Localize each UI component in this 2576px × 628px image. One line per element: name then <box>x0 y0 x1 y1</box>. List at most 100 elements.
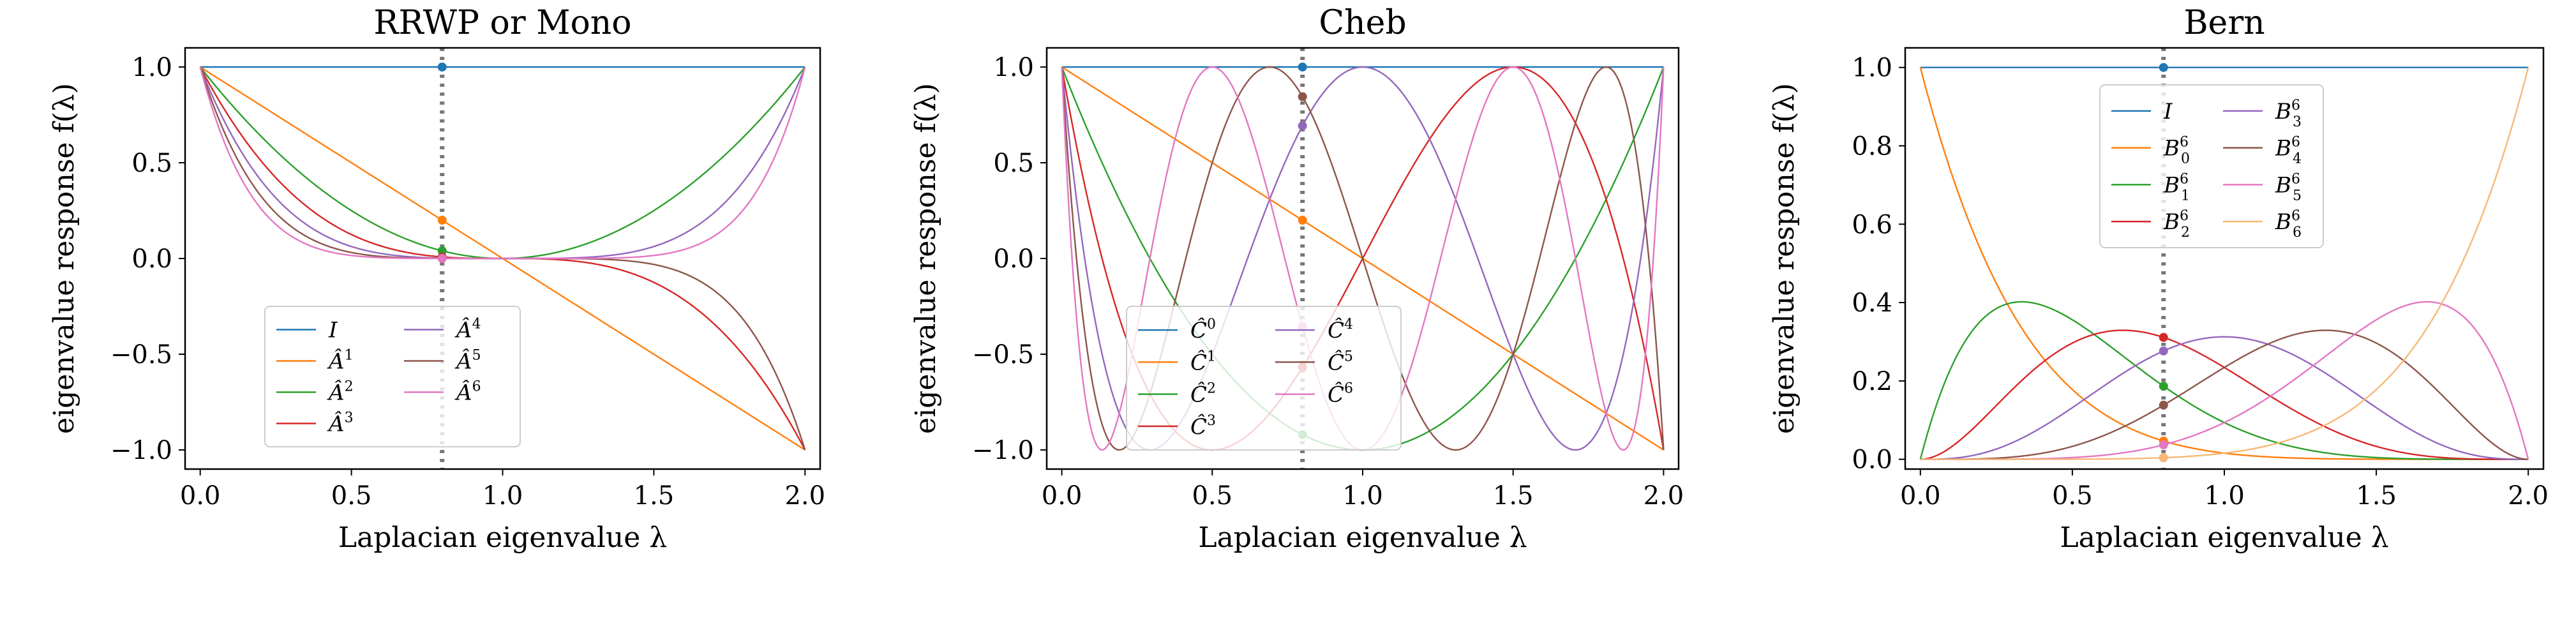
series-line-6 <box>1920 301 2529 460</box>
x-axis-label: Laplacian eigenvalue λ <box>338 521 667 554</box>
panel-3: 0.0 0.5 1.0 1.5 2.0 0.0 0.2 0.4 0.6 0.8 1.0 Bern Lap… <box>1768 4 2549 554</box>
legend-label-6: Â6 <box>454 379 481 406</box>
x-axis-label: Laplacian eigenvalue λ <box>1198 521 1527 554</box>
marker-point-0 <box>2159 63 2168 72</box>
x-tick-label: 0.5 <box>1192 481 1232 511</box>
x-tick-label: 1.0 <box>1342 481 1383 511</box>
y-tick-label: −1.0 <box>972 436 1034 465</box>
x-tick-label: 0.0 <box>1042 481 1082 511</box>
x-tick-label: 0.0 <box>1900 481 1941 511</box>
legend-label-0: Ĉ0 <box>1190 317 1216 343</box>
marker-point-4 <box>1298 121 1307 131</box>
series-line-2 <box>1919 301 2529 460</box>
y-axis-label: eigenvalue response f(λ) <box>910 83 942 434</box>
marker-point-4 <box>2159 346 2168 355</box>
marker-point-6 <box>437 253 447 263</box>
legend-frame <box>1126 306 1402 451</box>
legend-label-6: B6 5 <box>2275 171 2302 204</box>
y-tick-label: 1.0 <box>1852 54 1892 83</box>
legend-frame <box>264 306 521 447</box>
y-axis-label: eigenvalue response f(λ) <box>1768 83 1801 434</box>
legend-label-5: Ĉ5 <box>1328 348 1353 375</box>
y-tick-label: 0.8 <box>1852 131 1892 161</box>
marker-point-7 <box>2159 453 2168 463</box>
legend-label-1: B6 0 <box>2163 135 2190 167</box>
legend-label-4: Ĉ4 <box>1328 317 1353 343</box>
y-tick-label: 0.5 <box>131 149 172 178</box>
legend-label-2: Â2 <box>327 379 354 406</box>
y-tick-label: 1.0 <box>993 53 1034 82</box>
x-tick-label: 1.5 <box>2356 481 2397 511</box>
y-tick-label: −0.5 <box>972 340 1034 370</box>
marker-point-1 <box>1298 216 1307 225</box>
series-line-2 <box>199 66 806 260</box>
legend-label-0: I <box>2163 99 2173 124</box>
x-tick-label: 2.0 <box>1644 481 1684 511</box>
x-tick-label: 1.5 <box>634 481 675 511</box>
series-line-4 <box>1920 336 2529 460</box>
series-group <box>199 66 806 451</box>
marker-point-5 <box>1298 92 1307 101</box>
series-line-5 <box>1920 329 2529 460</box>
series-group <box>1919 66 2529 460</box>
legend: I Â1 Â2 Â3 Â4 Â5 Â6 <box>264 306 521 447</box>
series-line-6 <box>199 66 806 260</box>
panel-1: 0.0 0.5 1.0 1.5 2.0 −1.0 −0.5 0.0 0.5 1.0 RRWP or … <box>48 4 825 554</box>
y-tick-label: 0.6 <box>1852 210 1892 239</box>
panel-2: 0.0 0.5 1.0 1.5 2.0 −1.0 −0.5 0.0 0.5 1.0 Cheb Lapl… <box>910 4 1684 554</box>
y-tick-label: 0.4 <box>1852 288 1892 318</box>
y-tick-label: 0.0 <box>131 244 172 274</box>
legend-label-1: Ĉ1 <box>1190 348 1216 375</box>
y-axis-label: eigenvalue response f(λ) <box>48 83 80 434</box>
y-tick-label: 0.0 <box>993 244 1034 274</box>
y-tick-label: 0.5 <box>993 149 1034 178</box>
marker-point-3 <box>2159 333 2168 342</box>
marker-point-0 <box>1298 63 1307 71</box>
series-line-7 <box>1920 67 2529 460</box>
legend-label-0: I <box>328 318 338 343</box>
legend-label-3: B6 2 <box>2163 208 2190 241</box>
x-tick-label: 1.0 <box>483 481 523 511</box>
legend: Ĉ0 Ĉ1 Ĉ2 Ĉ3 Ĉ4 Ĉ5 Ĉ6 <box>1126 306 1402 451</box>
marker-point-2 <box>2159 382 2168 391</box>
legend-label-3: Â3 <box>327 410 354 437</box>
chart-title: Cheb <box>1319 4 1406 42</box>
y-tick-label: 0.2 <box>1852 367 1892 396</box>
legend-label-2: B6 1 <box>2163 171 2190 204</box>
marker-point-0 <box>437 63 447 71</box>
x-tick-label: 0.5 <box>331 481 372 511</box>
marker-point-5 <box>2159 400 2168 410</box>
legend: I B6 0 B6 1 B6 2 B6 3 B6 4 B6 5 B6 6 <box>2099 84 2324 248</box>
x-tick-label: 1.5 <box>1493 481 1534 511</box>
legend-label-6: Ĉ6 <box>1328 381 1353 408</box>
legend-label-2: Ĉ2 <box>1190 381 1216 408</box>
chart-title: RRWP or Mono <box>373 4 631 42</box>
marker-group <box>2159 63 2168 463</box>
y-tick-label: −1.0 <box>110 436 172 465</box>
legend-label-1: Â1 <box>327 348 354 375</box>
y-tick-label: 0.0 <box>1852 445 1892 475</box>
legend-label-5: B6 4 <box>2275 135 2302 167</box>
legend-frame <box>2099 84 2324 248</box>
legend-label-3: Ĉ3 <box>1190 413 1216 440</box>
x-tick-label: 1.0 <box>2204 481 2245 511</box>
series-line-3 <box>1920 329 2529 460</box>
x-axis-label: Laplacian eigenvalue λ <box>2060 521 2388 554</box>
marker-point-2 <box>437 246 447 255</box>
marker-group <box>437 63 447 263</box>
legend-label-5: Â5 <box>454 348 481 375</box>
legend-label-4: Â4 <box>454 317 481 343</box>
legend-label-4: B6 3 <box>2275 98 2302 130</box>
x-tick-label: 0.5 <box>2052 481 2093 511</box>
series-line-4 <box>199 66 806 260</box>
legend-label-7: B6 6 <box>2275 208 2302 241</box>
marker-point-6 <box>2159 440 2168 450</box>
y-tick-label: −0.5 <box>110 340 172 370</box>
y-tick-label: 1.0 <box>131 53 172 82</box>
x-tick-label: 2.0 <box>784 481 825 511</box>
x-tick-label: 0.0 <box>180 481 221 511</box>
chart-title: Bern <box>2183 4 2265 42</box>
marker-point-1 <box>437 216 447 225</box>
x-tick-label: 2.0 <box>2508 481 2549 511</box>
